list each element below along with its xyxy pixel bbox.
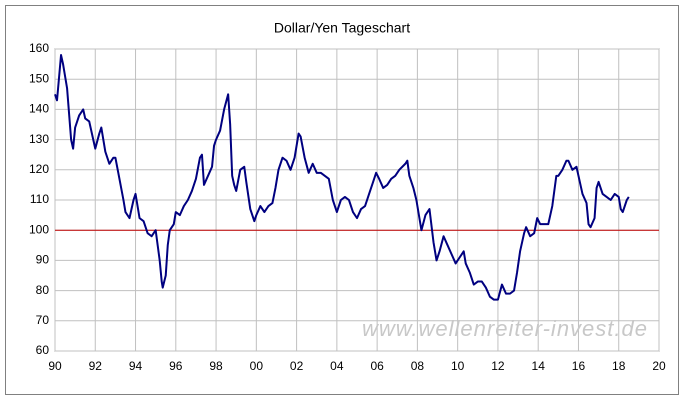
x-tick-label: 90: [48, 359, 62, 373]
x-tick-label: 94: [129, 359, 143, 373]
x-tick-label: 10: [451, 359, 465, 373]
x-tick-label: 98: [209, 359, 223, 373]
y-tick-label: 60: [36, 343, 50, 357]
x-tick-label: 92: [89, 359, 103, 373]
price-line: [54, 54, 630, 301]
x-tick-label: 14: [532, 359, 546, 373]
x-tick-label: 96: [169, 359, 183, 373]
x-tick-label: 08: [411, 359, 425, 373]
x-tick-label: 02: [290, 359, 304, 373]
y-tick-label: 140: [29, 102, 49, 116]
x-tick-label: 20: [652, 359, 666, 373]
y-tick-label: 100: [29, 222, 49, 236]
x-tick-label: 00: [250, 359, 264, 373]
x-tick-label: 06: [370, 359, 384, 373]
y-tick-label: 110: [30, 192, 49, 206]
watermark: www.wellenreiter-invest.de: [362, 316, 648, 341]
y-tick-label: 70: [36, 313, 50, 327]
y-tick-label: 160: [29, 41, 49, 55]
x-tick-label: 18: [612, 359, 626, 373]
x-tick-label: 16: [572, 359, 586, 373]
chart-title: Dollar/Yen Tageschart: [274, 20, 410, 36]
y-tick-label: 90: [36, 253, 50, 267]
y-tick-label: 130: [29, 132, 49, 146]
y-tick-label: 80: [36, 283, 50, 297]
y-tick-label: 150: [29, 71, 49, 85]
y-tick-label: 120: [29, 162, 49, 176]
x-tick-label: 04: [330, 359, 344, 373]
x-tick-label: 12: [491, 359, 505, 373]
